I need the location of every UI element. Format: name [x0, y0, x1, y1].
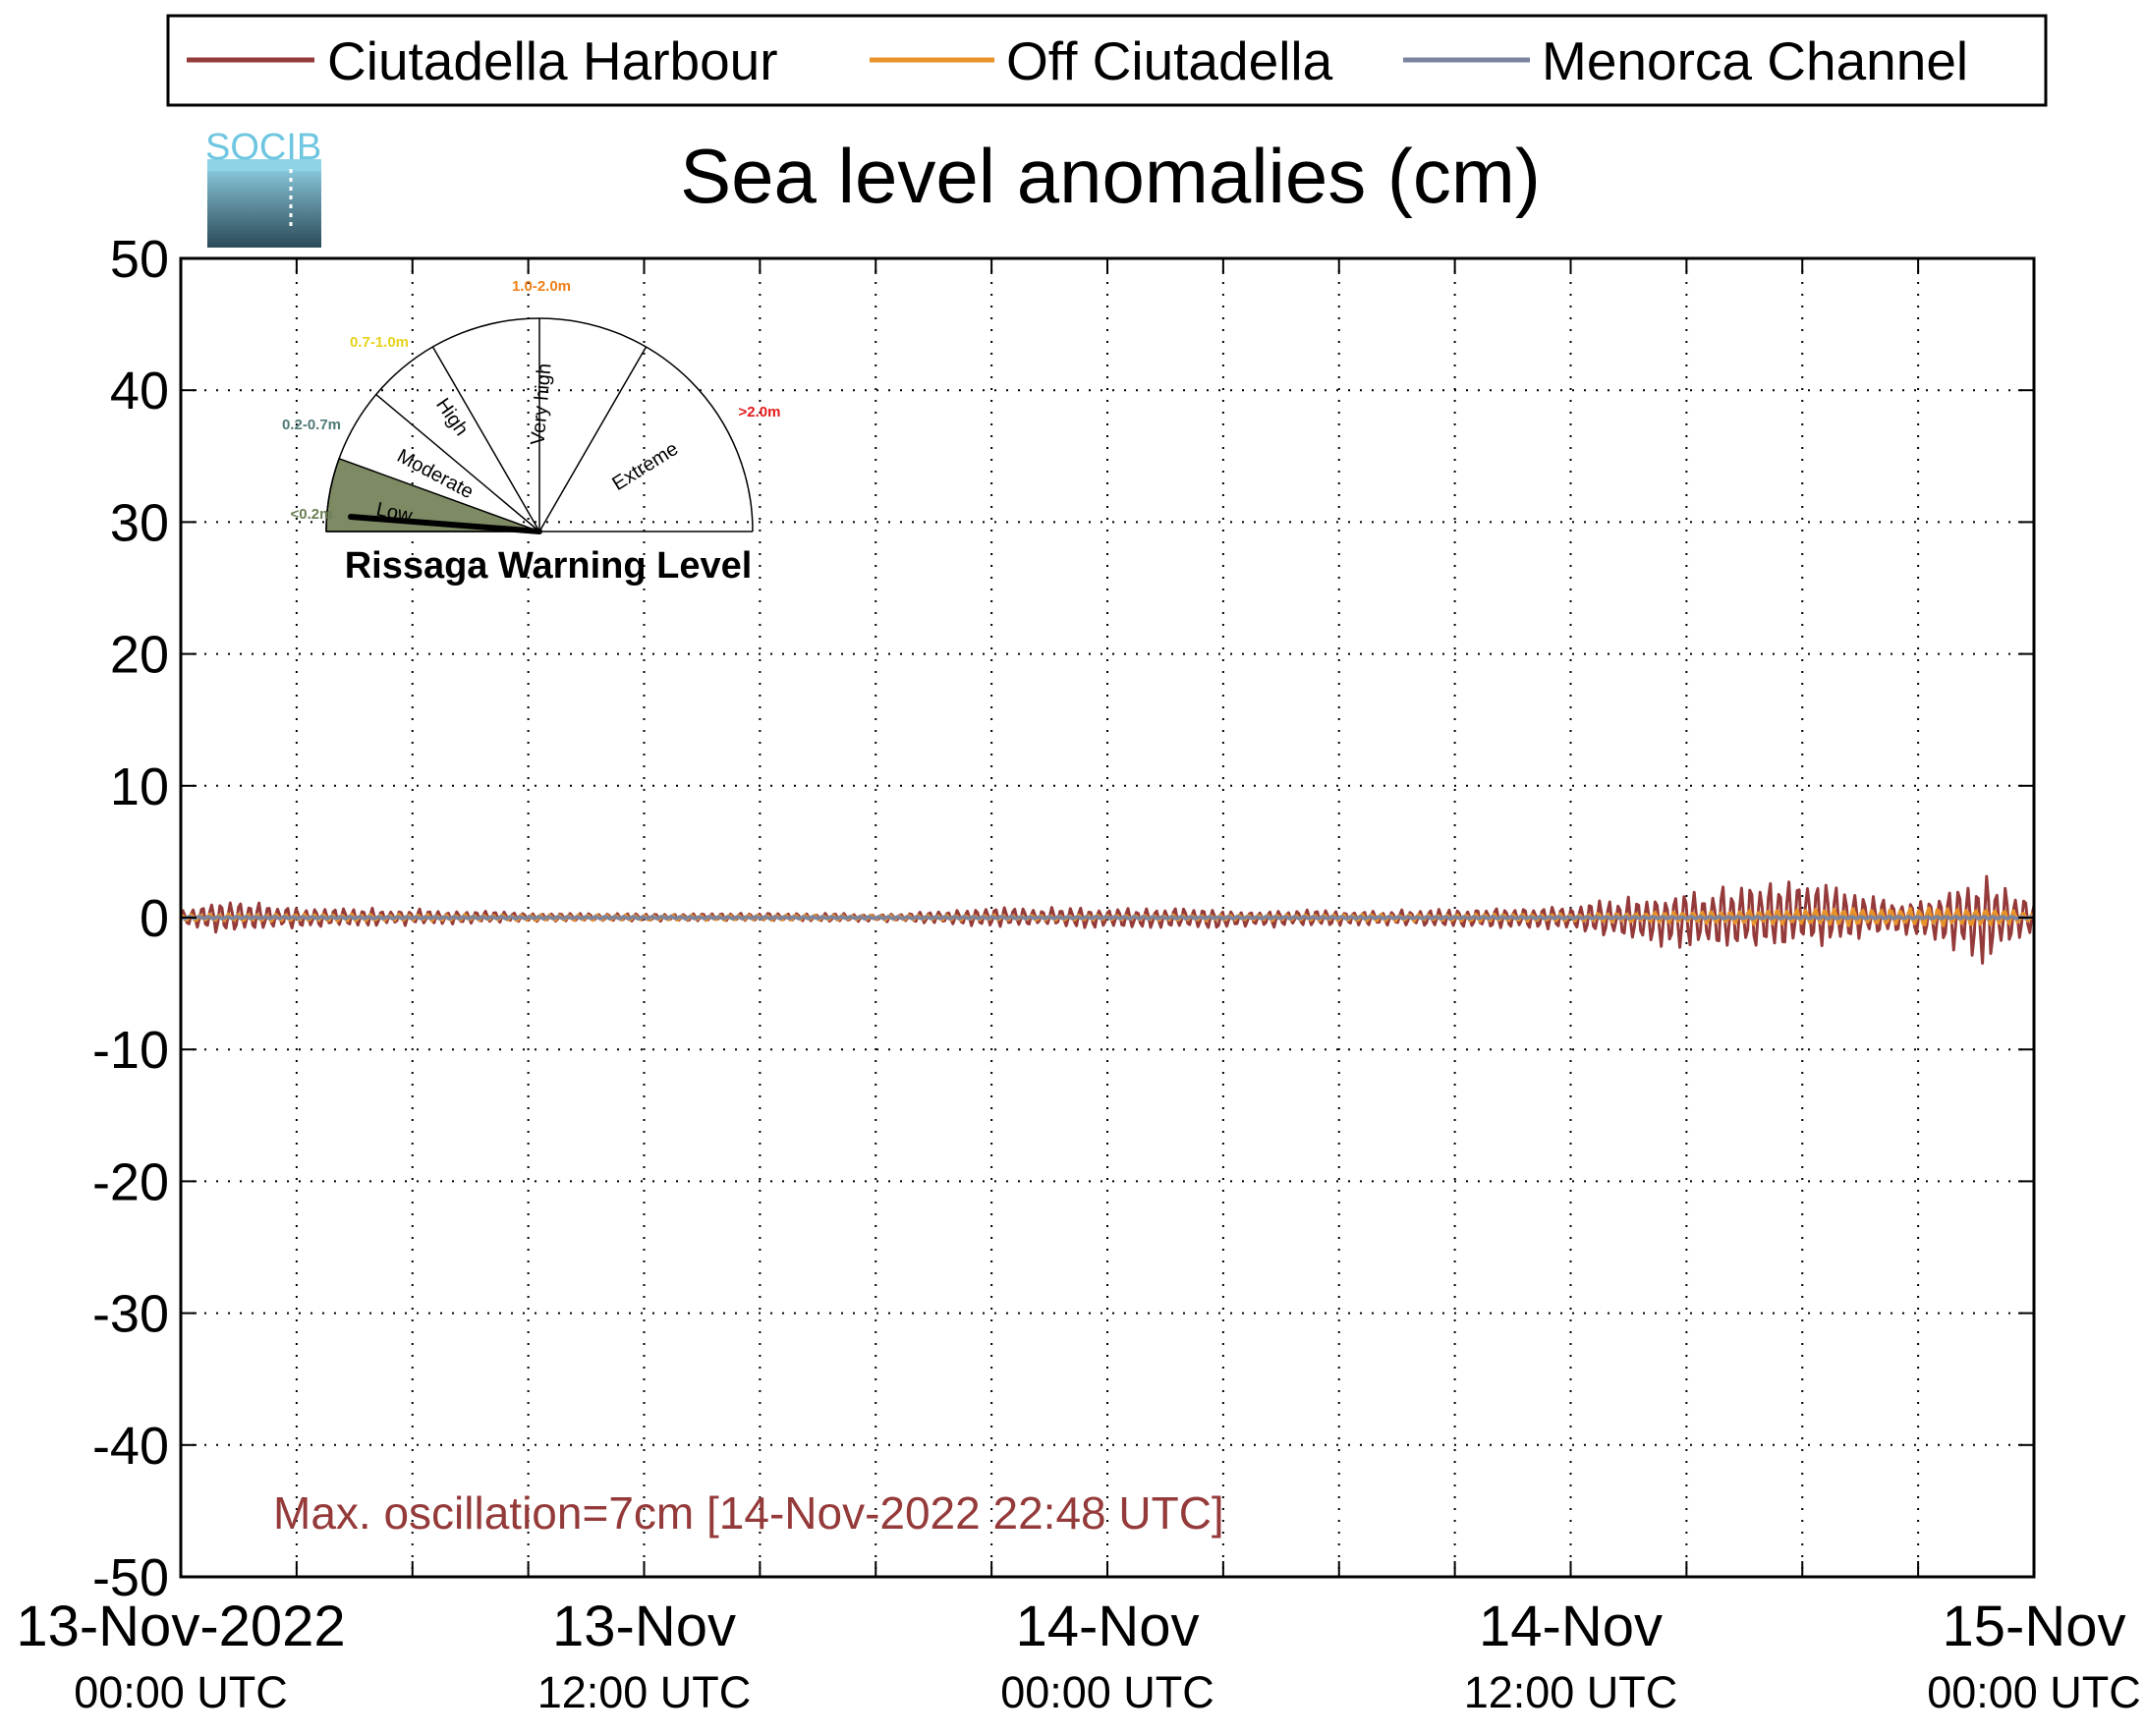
x-tick-label: 15-Nov: [1943, 1595, 2126, 1658]
gauge-title: Rissaga Warning Level: [345, 545, 753, 587]
gauge-needle: [348, 514, 542, 534]
y-tick-label: -20: [92, 1152, 169, 1211]
y-tick-label: 0: [140, 889, 169, 948]
series-layer: [179, 874, 2036, 965]
gauge-divider: [375, 393, 540, 532]
socib-logo: SOCIB: [205, 127, 321, 248]
gauge-range-label: 0.7-1.0m: [350, 334, 409, 351]
legend: Ciutadella Harbour Off Ciutadella Menorc…: [166, 14, 2048, 107]
series-line-ciutadella-harbour: [179, 874, 2036, 965]
gauge-range-label: 0.2-0.7m: [282, 417, 341, 433]
y-tick-label: -10: [92, 1021, 169, 1080]
y-tick-label: 10: [110, 757, 169, 816]
logo-band: [207, 159, 321, 171]
y-tick-label: 30: [110, 493, 169, 552]
x-tick-label: 14-Nov: [1479, 1595, 1663, 1658]
gauge-range-label: >2.0m: [739, 404, 781, 420]
gauge-range-label: <0.2m: [291, 506, 333, 523]
legend-frame: [166, 14, 2048, 107]
y-tick-label: -30: [92, 1285, 169, 1344]
y-tick-label: 20: [110, 626, 169, 685]
x-tick-sublabel: 12:00 UTC: [1464, 1667, 1678, 1717]
max-oscillation-annotation: Max. oscillation=7cm [14-Nov-2022 22:48 …: [273, 1487, 1224, 1539]
y-tick-label: 50: [110, 230, 169, 289]
chart-title: Sea level anomalies (cm): [680, 133, 1541, 219]
x-tick-sublabel: 00:00 UTC: [1000, 1667, 1214, 1717]
x-tick-label: 13-Nov: [552, 1595, 736, 1658]
legend-label-menorca-channel: Menorca Channel: [1542, 30, 1968, 91]
gauge-range-label: 1.0-2.0m: [512, 278, 571, 295]
gauge-sector-label: High: [431, 394, 473, 439]
gauge-sector-label: Extreme: [608, 438, 682, 495]
x-tick-label: 13-Nov-2022: [16, 1595, 345, 1658]
x-tick-sublabel: 00:00 UTC: [1927, 1667, 2141, 1717]
logo-panel: [207, 163, 321, 248]
series-line-menorca-channel: [180, 914, 2035, 922]
gauge-divider: [431, 346, 540, 532]
y-tick-label: 40: [110, 362, 169, 420]
gauge-sector-label: Very high: [527, 363, 555, 446]
logo-text: SOCIB: [205, 127, 321, 168]
x-tick-label: 14-Nov: [1016, 1595, 1200, 1658]
gauge-divider: [538, 346, 648, 532]
y-tick-label: -50: [92, 1548, 169, 1607]
x-tick-sublabel: 00:00 UTC: [74, 1667, 288, 1717]
x-tick-sublabel: 12:00 UTC: [537, 1667, 752, 1717]
legend-label-off-ciutadella: Off Ciutadella: [1006, 30, 1333, 91]
y-tick-label: -40: [92, 1417, 169, 1476]
x-axis: 13-Nov-2022 00:00 UTC 13-Nov 12:00 UTC 14-No…: [16, 258, 2141, 1717]
legend-label-ciutadella-harbour: Ciutadella Harbour: [327, 30, 778, 91]
y-axis: 50 40 30 20 10 0 -10 -20 -30 -40 -50: [92, 230, 2034, 1607]
